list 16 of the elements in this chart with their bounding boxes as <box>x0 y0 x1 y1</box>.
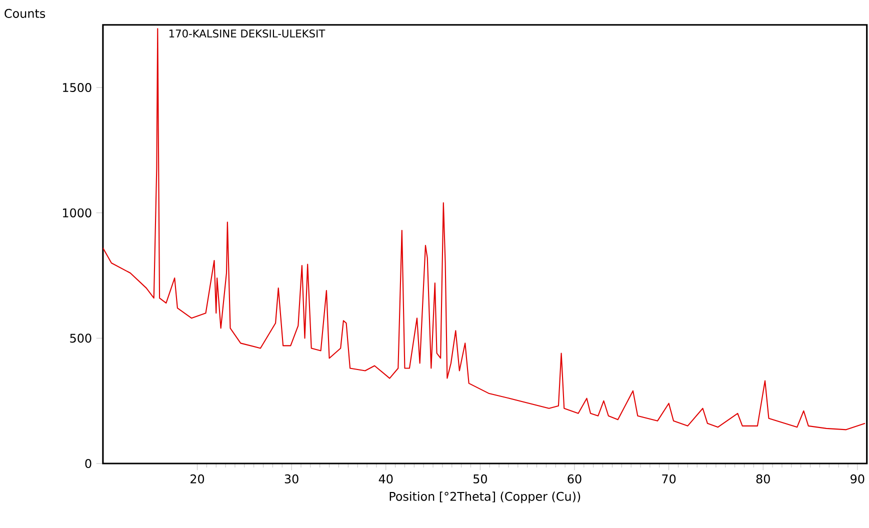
x-tick-label: 90 <box>850 474 864 484</box>
x-tick-label: 30 <box>284 474 298 484</box>
x-axis-title: Position [°2Theta] (Copper (Cu)) <box>390 492 580 504</box>
y-tick-label: 1500 <box>63 82 92 92</box>
line-series <box>102 28 866 430</box>
y-tick-label: 1000 <box>63 208 92 218</box>
y-tick-label: 0 <box>85 458 92 468</box>
x-tick-label: 60 <box>568 474 582 484</box>
x-tick-label: 80 <box>756 474 770 484</box>
x-tick-label: 70 <box>662 474 676 484</box>
x-tick-label: 40 <box>378 474 393 484</box>
y-axis-title: Counts <box>4 8 46 18</box>
x-tick-label: 50 <box>474 474 487 484</box>
chart-title: 170-KALSINE DEKSIL-ULEKSIT <box>169 29 326 38</box>
x-tick-label: 20 <box>190 474 204 484</box>
y-tick-label: 500 <box>70 334 92 343</box>
